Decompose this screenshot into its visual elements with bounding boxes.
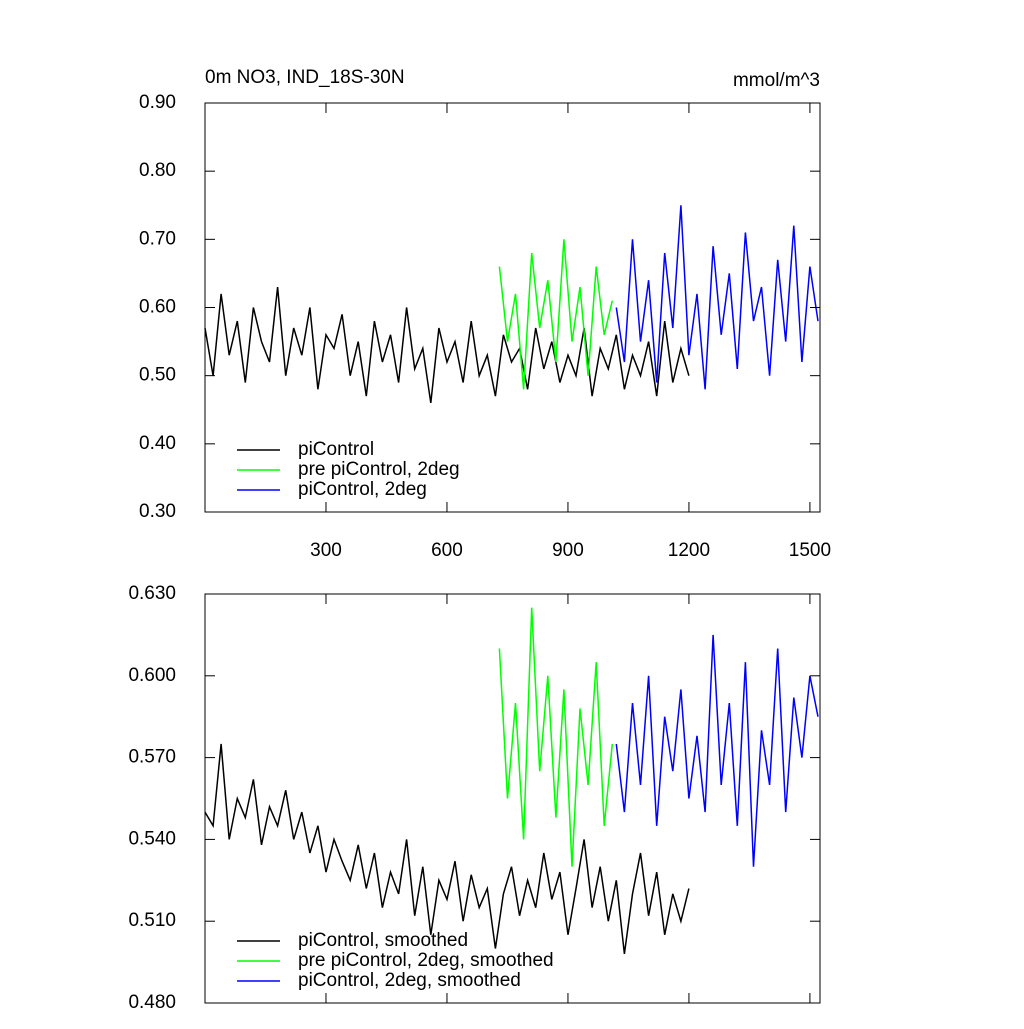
y-tick-label: 0.570 [128, 747, 176, 768]
legend-label: piControl [298, 439, 374, 460]
y-tick-label: 0.50 [139, 365, 176, 386]
chart-title: 0m NO3, IND_18S-30N [205, 67, 405, 88]
y-tick-label: 0.30 [139, 501, 176, 522]
legend-label: piControl, 2deg, smoothed [298, 970, 521, 991]
x-tick-label: 900 [552, 540, 584, 561]
y-tick-label: 0.80 [139, 160, 176, 181]
units-label: mmol/m^3 [733, 70, 820, 91]
series-line [615, 205, 819, 390]
series-line [204, 743, 690, 955]
series-line [204, 287, 690, 404]
series-line [498, 239, 614, 390]
y-tick-label: 0.90 [139, 92, 176, 113]
y-tick-label: 0.60 [139, 297, 176, 318]
x-tick-label: 1500 [789, 540, 831, 561]
legend-label: piControl, smoothed [298, 930, 468, 951]
plot-frame [204, 593, 821, 1004]
legend-label: pre piControl, 2deg [298, 459, 460, 480]
series-line [498, 607, 614, 867]
legend-label: pre piControl, 2deg, smoothed [298, 950, 554, 971]
y-tick-label: 0.510 [128, 910, 176, 931]
y-tick-label: 0.480 [128, 992, 176, 1013]
y-tick-label: 0.540 [128, 828, 176, 849]
x-tick-label: 1200 [668, 540, 710, 561]
y-tick-label: 0.40 [139, 433, 176, 454]
legend-label: piControl, 2deg [298, 479, 427, 500]
x-tick-label: 600 [431, 540, 463, 561]
y-tick-label: 0.630 [128, 583, 176, 604]
y-tick-label: 0.600 [128, 665, 176, 686]
y-tick-label: 0.70 [139, 228, 176, 249]
series-line [615, 634, 819, 867]
x-tick-label: 300 [310, 540, 342, 561]
